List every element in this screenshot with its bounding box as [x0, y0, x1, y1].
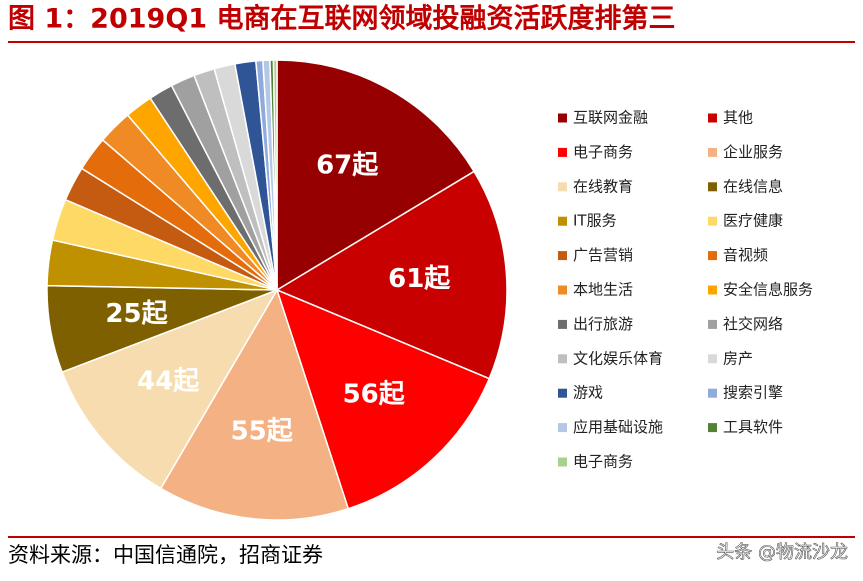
legend-swatch [558, 147, 567, 157]
legend-swatch [558, 113, 567, 123]
legend-swatch [708, 251, 717, 261]
legend-swatch [708, 113, 717, 123]
pie: 67起 61起 56起 55起 44起 25起 [46, 59, 508, 521]
legend-label: 社交网络 [723, 315, 783, 333]
legend-swatch [708, 147, 717, 157]
pie-slice [276, 59, 476, 292]
legend-label: 工具软件 [723, 418, 783, 436]
watermark: 头条 @物流沙龙 [716, 542, 848, 563]
legend-label: 广告营销 [573, 246, 633, 264]
legend-swatch [708, 319, 717, 329]
legend-label: 安全信息服务 [723, 281, 813, 299]
legend-swatch [558, 285, 567, 295]
legend-swatch [558, 457, 567, 467]
legend-swatch [558, 216, 567, 226]
pie-slice [272, 59, 278, 291]
pie-slice [159, 288, 350, 521]
legend-swatch [558, 423, 567, 433]
legend-swatch [708, 216, 717, 226]
legend-swatch [558, 251, 567, 261]
legend-swatch [558, 319, 567, 329]
legend-swatch [558, 182, 567, 192]
data-label: 67起 [316, 150, 379, 180]
data-label: 56起 [343, 379, 406, 409]
data-label: 55起 [231, 416, 294, 446]
legend-label: 搜索引擎 [723, 384, 783, 402]
legend-label: 游戏 [573, 384, 603, 402]
legend-label: 音视频 [723, 246, 768, 264]
pie-slice [275, 288, 491, 510]
legend-label: 电子商务 [573, 453, 633, 471]
legend-swatch [558, 388, 567, 398]
source-note: 资料来源：中国信通院，招商证券 [8, 543, 323, 567]
data-label: 61起 [388, 264, 451, 294]
data-label: 44起 [137, 367, 200, 397]
legend-swatch [708, 354, 717, 364]
legend-label: 文化娱乐体育 [573, 349, 663, 367]
legend-label: 电子商务 [573, 143, 633, 161]
legend-label: 房产 [723, 349, 753, 367]
legend-label: 其他 [723, 109, 753, 127]
legend-label: 应用基础设施 [573, 418, 663, 436]
legend-label: 本地生活 [573, 281, 633, 299]
legend-label: IT服务 [573, 212, 617, 230]
legend-label: 医疗健康 [723, 212, 783, 230]
legend-label: 在线信息 [723, 177, 783, 195]
pie-slice [275, 170, 508, 380]
pie-slice [61, 288, 279, 490]
legend-label: 互联网金融 [573, 109, 648, 127]
legend-label: 在线教育 [573, 177, 633, 195]
data-label: 25起 [105, 299, 168, 329]
chart-title: 图 1：2019Q1 电商在互联网领域投融资活跃度排第三 [8, 3, 675, 35]
legend-swatch [708, 388, 717, 398]
legend-swatch [558, 354, 567, 364]
legend-label: 出行旅游 [573, 315, 633, 333]
legend-swatch [708, 423, 717, 433]
legend-swatch [708, 285, 717, 295]
legend-label: 企业服务 [723, 143, 783, 161]
legend-swatch [708, 182, 717, 192]
